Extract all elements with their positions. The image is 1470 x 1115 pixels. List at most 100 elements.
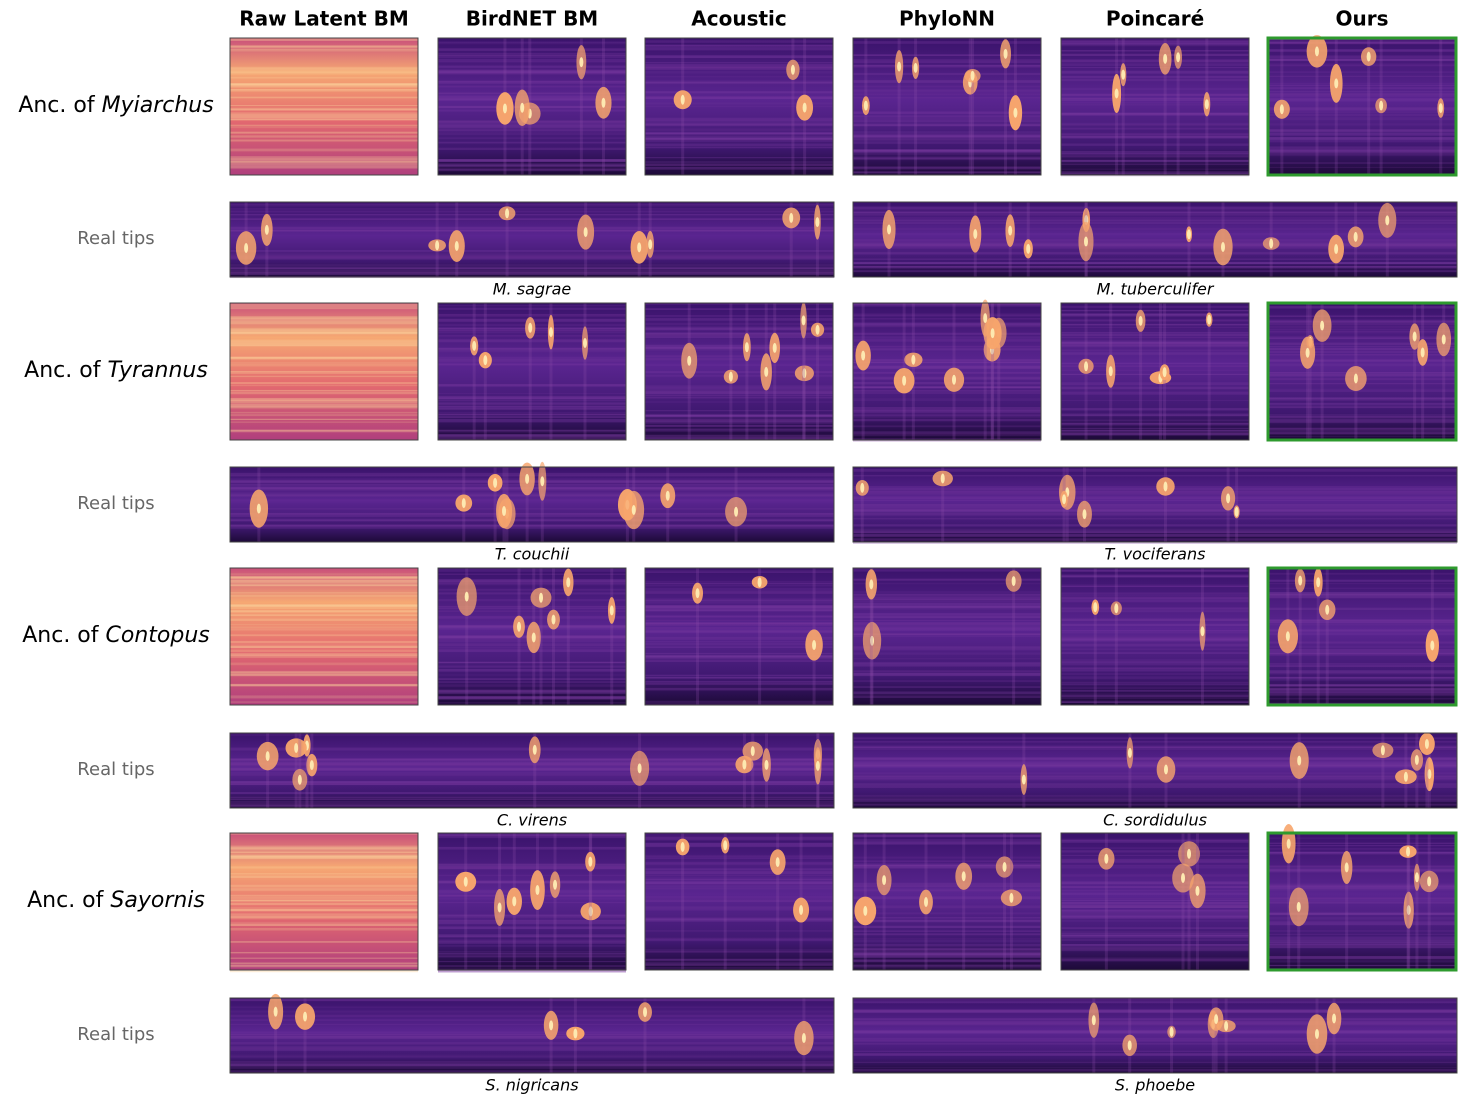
spectrogram-band — [853, 680, 1041, 682]
spectrogram-band — [230, 604, 418, 607]
spectrogram-band — [1268, 702, 1456, 704]
spectrogram-band — [230, 798, 834, 800]
spectrogram-streak — [1121, 38, 1125, 175]
spectrogram-band — [1268, 428, 1456, 430]
spectrogram-band — [230, 69, 418, 73]
spectrogram-band — [645, 655, 833, 658]
spectrogram — [1266, 823, 1458, 972]
spectrogram-call-core — [588, 906, 593, 917]
spectrogram-band — [1061, 156, 1249, 158]
spectrogram-streak — [540, 467, 544, 542]
spectrogram-band — [438, 607, 626, 610]
spectrogram-band — [230, 400, 418, 402]
spectrogram-band — [853, 336, 1041, 339]
tips-label: Real tips — [77, 759, 154, 780]
spectrogram-band — [645, 425, 833, 427]
spectrogram-band — [1061, 54, 1249, 56]
spectrogram-band — [853, 415, 1041, 418]
spectrogram-band — [1061, 63, 1249, 66]
spectrogram-band — [1268, 919, 1456, 921]
spectrogram-band — [1268, 348, 1456, 351]
spectrogram-band — [438, 126, 626, 129]
spectrogram-call-core — [1163, 481, 1168, 492]
spectrogram-streak — [551, 568, 555, 705]
spectrogram-band — [645, 418, 833, 422]
spectrogram-band — [1268, 419, 1456, 422]
spectrogram-band — [853, 1030, 1457, 1034]
spectrogram-band — [645, 420, 833, 424]
spectrogram-band — [853, 72, 1041, 76]
spectrogram-band — [230, 964, 418, 967]
spectrogram-band — [1268, 851, 1456, 854]
spectrogram-band — [230, 48, 418, 51]
spectrogram-band — [645, 64, 833, 67]
spectrogram-band — [853, 673, 1041, 676]
spectrogram-band — [230, 581, 418, 584]
panel-border — [1060, 302, 1250, 441]
spectrogram-band — [645, 906, 833, 909]
panel-border — [1266, 36, 1458, 177]
spectrogram-band — [1061, 98, 1249, 102]
spectrogram-band — [853, 1018, 1457, 1020]
column-header: PhyloNN — [899, 7, 995, 31]
spectrogram-band — [230, 851, 418, 854]
spectrogram-band — [1268, 336, 1456, 339]
spectrogram-band — [438, 434, 626, 438]
spectrogram-band — [1061, 172, 1249, 175]
spectrogram-band — [1061, 648, 1249, 650]
spectrogram-band — [1268, 883, 1456, 887]
spectrogram-band — [1061, 324, 1249, 326]
spectrogram-band — [1268, 41, 1456, 44]
spectrogram-call-core — [1214, 1014, 1219, 1025]
spectrogram-band — [1061, 151, 1249, 154]
spectrogram-band — [1268, 630, 1456, 633]
spectrogram-band — [230, 584, 418, 587]
spectrogram-band — [1061, 901, 1249, 904]
spectrogram-band — [1268, 330, 1456, 334]
spectrogram-band — [1061, 59, 1249, 63]
spectrogram-band — [645, 874, 833, 876]
spectrogram-band — [1268, 900, 1456, 902]
spectrogram-band — [1268, 684, 1456, 687]
spectrogram-band — [1061, 912, 1249, 915]
spectrogram-band — [438, 132, 626, 136]
spectrogram-band — [438, 702, 626, 704]
spectrogram-band — [853, 613, 1041, 615]
spectrogram-band — [230, 796, 834, 799]
spectrogram-call-core — [493, 477, 498, 488]
spectrogram-band — [230, 673, 418, 677]
spectrogram-band — [853, 490, 1457, 493]
spectrogram-band — [853, 265, 1457, 268]
spectrogram-band — [230, 1063, 834, 1067]
spectrogram-band — [438, 363, 626, 366]
spectrogram-band — [230, 375, 418, 378]
spectrogram-band — [230, 356, 418, 359]
spectrogram-band — [438, 58, 626, 62]
spectrogram-call-core — [924, 897, 929, 908]
spectrogram-streak — [1163, 467, 1167, 542]
spectrogram-band — [1268, 964, 1456, 966]
spectrogram-band — [645, 132, 833, 136]
spectrogram-call-core — [1412, 331, 1417, 342]
spectrogram-band — [1268, 632, 1456, 636]
panel-border — [437, 832, 627, 971]
spectrogram-band — [1061, 53, 1249, 56]
spectrogram-call-core — [637, 242, 642, 253]
spectrogram-band — [230, 320, 418, 323]
spectrogram-band — [1061, 947, 1249, 950]
spectrogram-band — [1061, 39, 1249, 43]
spectrogram-band — [1268, 596, 1456, 598]
spectrogram-band — [1061, 407, 1249, 411]
spectrogram-streak — [1207, 303, 1211, 440]
spectrogram-streak — [758, 568, 762, 705]
spectrogram-call-core — [566, 577, 571, 588]
spectrogram-band — [1061, 943, 1249, 947]
spectrogram-streak — [1413, 303, 1417, 440]
spectrogram-band — [230, 218, 834, 220]
spectrogram-band — [230, 591, 418, 594]
spectrogram-band — [230, 105, 418, 107]
spectrogram-band — [1061, 97, 1249, 99]
spectrogram-band — [1061, 915, 1249, 919]
spectrogram-band — [1061, 349, 1249, 352]
spectrogram-streak — [305, 733, 309, 808]
